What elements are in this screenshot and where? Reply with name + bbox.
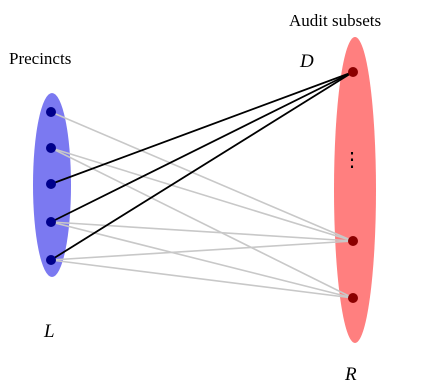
precinct-node-p5 [46,255,56,265]
audit-subset-node-d [348,67,358,77]
edge-p1-r1 [50,111,354,242]
r-label: R [345,364,357,383]
precinct-node-p1 [46,107,56,117]
nodes-layer [46,67,358,303]
audit-subsets-label: Audit subsets [289,11,382,30]
audit-subsets-set-ellipse [334,37,376,343]
edge-p4-d [50,71,354,223]
l-label: L [44,321,55,342]
edge-p5-d [50,71,354,261]
edge-p2-r2 [50,147,354,299]
edge-p2-r1 [50,147,354,242]
edge-p5-r1 [50,240,354,261]
d-label: D [300,51,314,72]
edge-p4-r1 [50,221,354,242]
more-subsets-ellipsis: ⋮ [342,149,362,171]
audit-subset-node-r1 [348,236,358,246]
edge-p5-r2 [50,259,354,299]
edges-layer [50,71,354,299]
audit-subset-node-r2 [348,293,358,303]
edge-p3-d [50,71,354,185]
edge-p4-r2 [50,221,354,299]
precinct-node-p2 [46,143,56,153]
precinct-node-p3 [46,179,56,189]
precinct-node-p4 [46,217,56,227]
precincts-label: Precincts [9,49,72,68]
